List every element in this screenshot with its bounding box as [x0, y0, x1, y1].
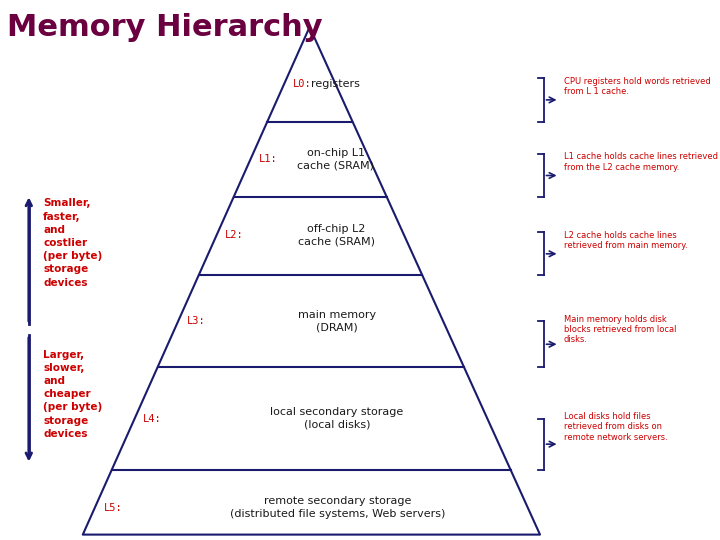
Text: Main memory holds disk
blocks retrieved from local
disks.: Main memory holds disk blocks retrieved … — [564, 314, 676, 345]
Text: L3:: L3: — [186, 316, 205, 326]
Text: main memory
(DRAM): main memory (DRAM) — [297, 310, 376, 333]
Text: Smaller,
faster,
and
costlier
(per byte)
storage
devices: Smaller, faster, and costlier (per byte)… — [43, 198, 102, 288]
Text: Larger,
slower,
and
cheaper
(per byte)
storage
devices: Larger, slower, and cheaper (per byte) s… — [43, 349, 102, 439]
Text: remote secondary storage
(distributed file systems, Web servers): remote secondary storage (distributed fi… — [230, 496, 445, 519]
Text: Memory Hierarchy: Memory Hierarchy — [7, 14, 323, 43]
Text: L5:: L5: — [104, 503, 122, 512]
Text: local secondary storage
(local disks): local secondary storage (local disks) — [270, 407, 403, 430]
Text: L2 cache holds cache lines
retrieved from main memory.: L2 cache holds cache lines retrieved fro… — [564, 231, 688, 250]
Text: CPU registers hold words retrieved
from L 1 cache.: CPU registers hold words retrieved from … — [564, 77, 711, 96]
Text: on-chip L1
cache (SRAM): on-chip L1 cache (SRAM) — [297, 148, 374, 171]
Text: L2:: L2: — [225, 230, 244, 240]
Text: L1 cache holds cache lines retrieved
from the L2 cache memory.: L1 cache holds cache lines retrieved fro… — [564, 152, 718, 172]
Text: registers: registers — [311, 79, 360, 89]
Text: L1:: L1: — [259, 154, 278, 164]
Text: L0:: L0: — [293, 79, 312, 89]
Text: L4:: L4: — [143, 414, 162, 423]
Polygon shape — [83, 27, 540, 535]
Text: Local disks hold files
retrieved from disks on
remote network servers.: Local disks hold files retrieved from di… — [564, 411, 667, 442]
Text: off-chip L2
cache (SRAM): off-chip L2 cache (SRAM) — [298, 224, 374, 246]
